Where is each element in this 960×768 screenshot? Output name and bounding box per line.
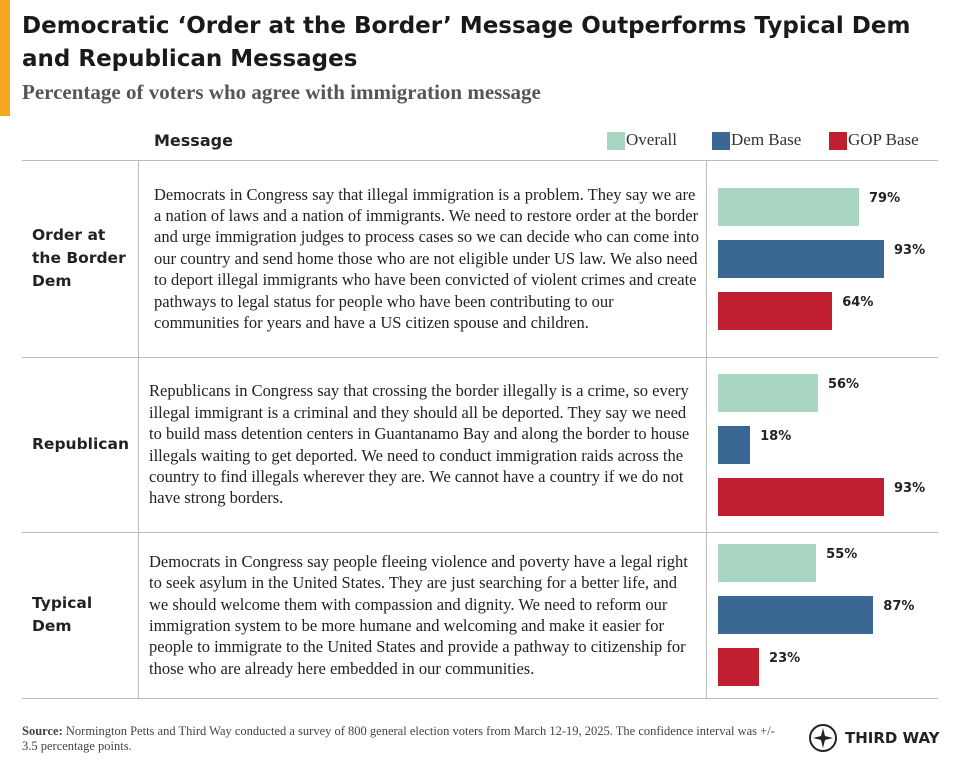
row-label: Typical Dem [32, 594, 93, 635]
column-rule [138, 532, 139, 698]
bar [718, 425, 751, 464]
row-label: Republican [32, 435, 129, 453]
legend-swatch [712, 132, 730, 150]
message-text: Democrats in Congress say people fleeing… [149, 551, 688, 678]
accent-bar [0, 0, 10, 116]
value-label: 64% [842, 294, 874, 310]
column-rule [138, 357, 139, 532]
source: Source: Normington Petts and Third Way c… [22, 724, 782, 754]
bar [718, 544, 817, 582]
bar [718, 291, 833, 330]
bar [718, 648, 760, 686]
legend-swatch [607, 132, 625, 150]
value-label: 56% [827, 376, 860, 392]
column-header: Message [154, 131, 233, 150]
bottom-rule [22, 698, 938, 699]
legend-label: GOP Base [848, 130, 919, 149]
legend-label: Overall [626, 130, 677, 149]
value-label: 18% [760, 428, 792, 444]
chart-subtitle: Percentage of voters who agree with immi… [22, 80, 541, 104]
logo-icon [809, 724, 837, 752]
column-rule [138, 160, 139, 357]
row-rule [22, 532, 938, 533]
header-rule [22, 160, 938, 161]
bar [718, 477, 884, 516]
value-label: 93% [894, 480, 926, 496]
value-label: 93% [894, 242, 926, 258]
bar [718, 239, 884, 278]
message-text: Democrats in Congress say that illegal i… [154, 184, 699, 333]
value-label: 23% [769, 651, 801, 666]
source-label: Source: [22, 724, 63, 738]
value-label: 87% [883, 599, 915, 614]
row-rule [22, 357, 938, 358]
column-rule [706, 160, 707, 357]
legend-label: Dem Base [731, 130, 802, 149]
logo-text: THIRD WAY [845, 729, 940, 747]
message-text: Republicans in Congress say that crossin… [149, 381, 690, 508]
value-label: 55% [826, 547, 858, 562]
legend-swatch [829, 132, 847, 150]
row-label: Order at the Border Dem [32, 226, 126, 290]
value-label: 79% [869, 190, 901, 206]
column-rule [706, 532, 707, 698]
bar [718, 187, 859, 226]
bar [718, 373, 818, 412]
source-text: Normington Petts and Third Way conducted… [22, 724, 775, 753]
bar [718, 596, 874, 634]
chart-title: Democratic ‘Order at the Border’ Message… [22, 13, 911, 72]
column-rule [706, 357, 707, 532]
